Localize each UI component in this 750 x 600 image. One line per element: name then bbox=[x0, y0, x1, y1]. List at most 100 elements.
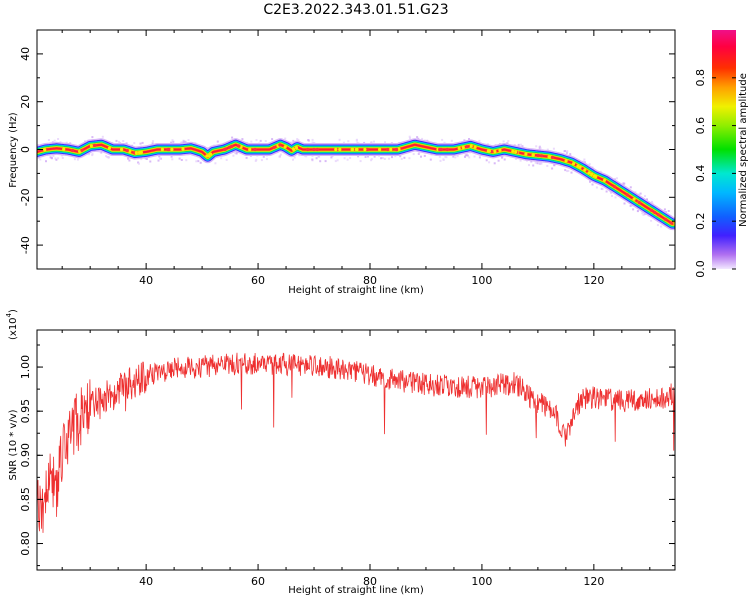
spectrogram-halo-cell bbox=[127, 157, 130, 160]
spectrogram-halo-cell bbox=[265, 158, 268, 161]
spectrogram-halo-cell bbox=[566, 150, 569, 153]
spectrogram-halo-cell bbox=[570, 171, 573, 174]
spectrogram-peak-cell bbox=[70, 148, 75, 153]
spectrogram-peak-cell bbox=[128, 149, 132, 153]
spectrogram-halo-cell bbox=[651, 200, 653, 203]
spectrogram-halo-cell bbox=[636, 210, 639, 213]
spectrogram-halo-cell bbox=[184, 140, 187, 143]
spectrogram-peak-cell bbox=[120, 147, 124, 152]
spectrogram-halo-cell bbox=[454, 156, 457, 159]
colorbar-label: Normalized spectral amplitude bbox=[738, 73, 749, 227]
spectrogram-halo-cell bbox=[357, 155, 360, 158]
spectrogram-halo-cell bbox=[91, 153, 94, 156]
spectrogram-halo-cell bbox=[250, 140, 253, 143]
spectrogram-halo-cell bbox=[338, 138, 341, 141]
spectrogram-peak-cell bbox=[473, 145, 477, 149]
spectrogram-peak-cell bbox=[312, 147, 316, 152]
spectrogram-peak-cell bbox=[587, 171, 591, 175]
snr-ylabel: SNR (10 * v/v) bbox=[8, 409, 19, 480]
spectrogram-halo-cell bbox=[456, 155, 459, 158]
spectrogram-peak-cell bbox=[89, 144, 93, 148]
spectrogram-halo-cell bbox=[241, 138, 244, 141]
spectrogram-halo-cell bbox=[591, 183, 594, 186]
spectrogram-peak-cell bbox=[498, 148, 502, 152]
spectrogram-halo-cell bbox=[408, 135, 411, 138]
spectrogram-halo-cell bbox=[609, 191, 612, 194]
spectrogram-halo-cell bbox=[478, 139, 481, 142]
spectrogram-halo-cell bbox=[623, 182, 626, 185]
spectrogram-halo-cell bbox=[197, 160, 200, 163]
spectrogram-halo-cell bbox=[566, 170, 569, 173]
spectrogram-halo-cell bbox=[259, 139, 262, 142]
spectrogram-halo-cell bbox=[334, 160, 337, 163]
spectrogram-halo-cell bbox=[534, 161, 537, 164]
spectrogram-halo-cell bbox=[452, 155, 455, 158]
spectrogram-halo-cell bbox=[292, 139, 295, 142]
spectrogram-halo-cell bbox=[336, 159, 339, 162]
spectrogram-halo-cell bbox=[536, 162, 539, 165]
spectrogram-halo-cell bbox=[629, 204, 632, 207]
spectrogram-halo-cell bbox=[370, 158, 373, 161]
spectrogram-xlabel: Height of straight line (km) bbox=[288, 285, 424, 296]
spectrogram-peak-cell bbox=[160, 147, 164, 152]
spectrogram-halo-cell bbox=[45, 160, 47, 163]
spectrogram-halo-cell bbox=[284, 137, 287, 140]
spectrogram-halo-cell bbox=[88, 153, 91, 156]
spectrogram-peak-cell bbox=[564, 159, 568, 163]
spectrogram-halo-cell bbox=[180, 159, 183, 161]
spectrogram-halo-cell bbox=[569, 153, 572, 156]
spectrogram-peak-cell bbox=[493, 149, 497, 154]
spectrogram-halo-cell bbox=[319, 160, 322, 163]
spectrogram-halo-cell bbox=[216, 140, 219, 143]
spectrogram-halo-cell bbox=[359, 160, 362, 163]
spectrogram-halo-cell bbox=[380, 157, 383, 160]
spectrogram-halo-cell bbox=[473, 155, 476, 158]
spectrogram-halo-cell bbox=[421, 137, 424, 140]
spectrogram-halo-cell bbox=[138, 162, 140, 165]
spectrogram-halo-cell bbox=[363, 141, 366, 144]
spectrogram-halo-cell bbox=[39, 158, 42, 161]
spectrogram-halo-cell bbox=[271, 138, 274, 141]
spectrogram-halo-cell bbox=[417, 152, 420, 155]
colorbar: 0.0 0.2 0.4 0.6 0.8 Normalized spectral ampl… bbox=[694, 30, 749, 278]
spectrogram-halo-cell bbox=[324, 160, 327, 163]
spectrogram-peak-cell bbox=[465, 145, 469, 149]
spectrogram-halo-cell bbox=[157, 159, 160, 162]
spectrogram-halo-cell bbox=[59, 141, 62, 144]
spectrogram-halo-cell bbox=[639, 192, 642, 195]
spectrogram-peak-cell bbox=[272, 145, 276, 149]
spectrogram-halo-cell bbox=[439, 159, 442, 162]
spectrogram-peak-cell bbox=[62, 147, 66, 151]
spectrogram-peak-cell bbox=[80, 148, 84, 152]
spectrogram-halo-cell bbox=[381, 157, 384, 159]
spectrogram-peak-cell bbox=[166, 147, 170, 152]
spectrogram-peak-cell bbox=[536, 153, 540, 158]
spectrogram-halo-cell bbox=[231, 136, 234, 139]
spectrogram-halo-cell bbox=[214, 162, 217, 165]
spectrogram-halo-cell bbox=[493, 162, 496, 165]
spectrogram-peak-cell bbox=[93, 143, 97, 147]
spectrogram-halo-cell bbox=[507, 140, 510, 143]
spectrogram-peak-cell bbox=[514, 150, 518, 154]
spectrogram-halo-cell bbox=[438, 155, 441, 158]
spectrogram-halo-cell bbox=[641, 212, 644, 215]
spectrogram-xtick-label: 100 bbox=[471, 274, 492, 287]
spectrogram-halo-cell bbox=[642, 213, 645, 216]
spectrogram-halo-cell bbox=[423, 154, 426, 157]
spectrogram-halo-cell bbox=[235, 152, 238, 155]
spectrogram-halo-cell bbox=[394, 155, 397, 158]
spectrogram-halo-cell bbox=[171, 139, 174, 142]
spectrogram-halo-cell bbox=[141, 141, 144, 144]
spectrogram-halo-cell bbox=[53, 139, 56, 142]
spectrogram-halo-cell bbox=[254, 159, 257, 162]
colorbar-tick-label: 0.4 bbox=[694, 165, 707, 183]
spectrogram-peak-cell bbox=[571, 162, 576, 166]
colorbar-tick-label: 0.6 bbox=[694, 117, 707, 135]
spectrogram-halo-cell bbox=[220, 157, 223, 160]
spectrogram-halo-cell bbox=[420, 155, 422, 158]
spectrogram-halo-cell bbox=[564, 150, 566, 152]
spectrogram-peak-cell bbox=[378, 147, 382, 152]
spectrogram-halo-cell bbox=[441, 138, 444, 141]
spectrogram-halo-cell bbox=[84, 140, 86, 143]
spectrogram-halo-cell bbox=[551, 167, 554, 170]
